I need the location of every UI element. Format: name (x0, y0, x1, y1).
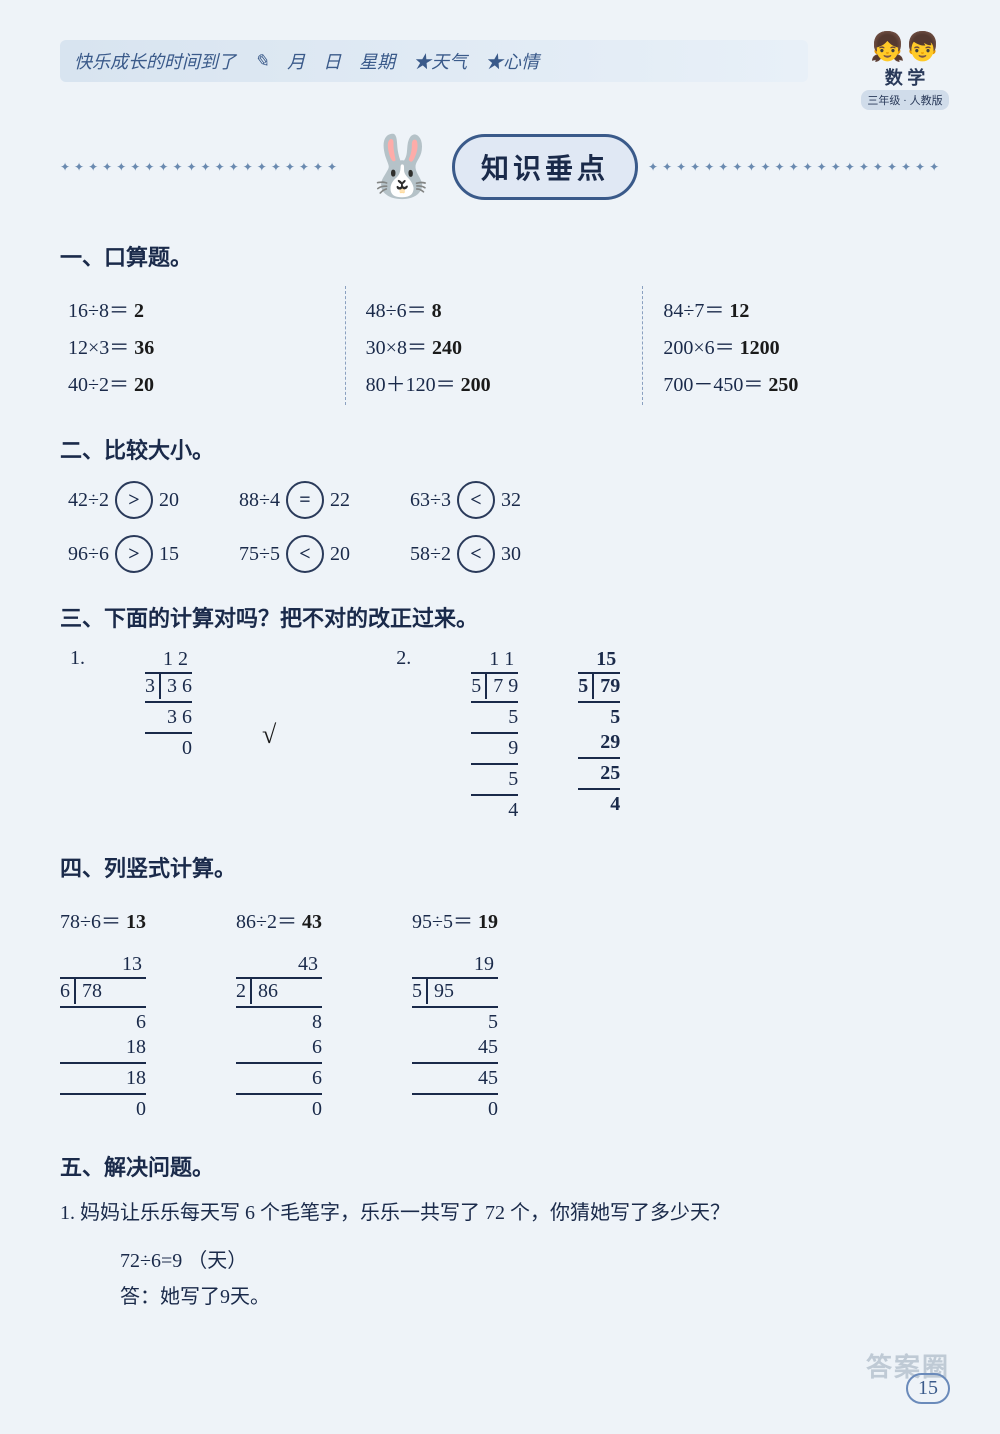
eq: 84÷7＝ 12 (663, 294, 920, 323)
page-number: 15 (906, 1373, 950, 1404)
star-border-left: ✦✦✦✦✦✦✦✦✦✦✦✦✦✦✦✦✦✦✦✦ (60, 160, 352, 175)
cmp-op: = (286, 481, 324, 519)
s4-col3: 95÷5＝ 19 19 595 5 45 45 0 (412, 897, 498, 1122)
title-row: ✦✦✦✦✦✦✦✦✦✦✦✦✦✦✦✦✦✦✦✦ 🐰 知识垂点 ✦✦✦✦✦✦✦✦✦✦✦✦… (60, 122, 940, 212)
q1-text: 1. 妈妈让乐乐每天写 6 个毛笔字，乐乐一共写了 72 个，你猜她写了多少天？ (60, 1196, 940, 1225)
section2-title: 二、比较大小。 (60, 433, 940, 465)
longdiv-p2-correct: 15 579 5 29 25 4 (578, 647, 620, 817)
s1-col1: 16÷8＝ 2 12×3＝ 36 40÷2＝ 20 (60, 286, 345, 405)
subject-label: 数 学 (850, 64, 960, 90)
section1-title: 一、口算题。 (60, 240, 940, 272)
page: 快乐成长的时间到了 ✎ 月 日 星期 ★天气 ★心情 👧👦 数 学 三年级 · … (0, 0, 1000, 1434)
main-title: 知识垂点 (452, 134, 638, 200)
answer-calc: 72÷6=9 （天） (120, 1243, 940, 1279)
p1-label: 1. (70, 647, 85, 670)
cmp: 58÷2<30 (410, 535, 521, 573)
eq: 80＋120＝ 200 (366, 368, 623, 397)
kids-icon: 👧👦 (850, 30, 960, 64)
longdiv: 19 595 5 45 45 0 (412, 952, 498, 1122)
eq: 700－450＝ 250 (663, 368, 920, 397)
cmp-op: < (457, 535, 495, 573)
banner-icon: ✎ (254, 51, 269, 72)
eq: 200×6＝ 1200 (663, 331, 920, 360)
section1-grid: 16÷8＝ 2 12×3＝ 36 40÷2＝ 20 48÷6＝ 8 30×8＝ … (60, 286, 940, 405)
corner-badge: 👧👦 数 学 三年级 · 人教版 (850, 30, 960, 110)
section4-grid: 78÷6＝ 13 13 678 6 18 18 0 86÷2＝ 43 43 28… (60, 897, 940, 1122)
cmp-op: > (115, 481, 153, 519)
cmp: 42÷2>20 (68, 481, 179, 519)
banner-day: 日 (323, 48, 341, 74)
section4-title: 四、列竖式计算。 (60, 851, 940, 883)
banner-text: 快乐成长的时间到了 (74, 48, 236, 74)
section3-title: 三、下面的计算对吗？把不对的改正过来。 (60, 601, 940, 633)
banner-month: 月 (287, 48, 305, 74)
s1-col2: 48÷6＝ 8 30×8＝ 240 80＋120＝ 200 (345, 286, 643, 405)
banner-weather: ★天气 (413, 48, 467, 74)
grade-label: 三年级 · 人教版 (861, 90, 948, 110)
top-banner: 快乐成长的时间到了 ✎ 月 日 星期 ★天气 ★心情 (60, 40, 808, 82)
cmp: 96÷6>15 (68, 535, 179, 573)
eq: 16÷8＝ 2 (68, 294, 325, 323)
longdiv: 13 678 6 18 18 0 (60, 952, 146, 1122)
s3-area: 1. 1 2 33 6 3 6 0 √ 2. 1 1 57 9 5 9 5 4 … (70, 647, 940, 823)
banner-mood: ★心情 (485, 48, 539, 74)
s1-col3: 84÷7＝ 12 200×6＝ 1200 700－450＝ 250 (642, 286, 940, 405)
q1-answer: 72÷6=9 （天） 答：她写了9天。 (120, 1243, 940, 1315)
eq: 30×8＝ 240 (366, 331, 623, 360)
cmp-row2: 96÷6>15 75÷5<20 58÷2<30 (68, 535, 932, 573)
cmp-row1: 42÷2>20 88÷4=22 63÷3<32 (68, 481, 932, 519)
longdiv: 43 286 8 6 6 0 (236, 952, 322, 1122)
rabbit-icon: 🐰 (362, 122, 442, 212)
s4-col2: 86÷2＝ 43 43 286 8 6 6 0 (236, 897, 322, 1122)
longdiv-p1: 1 2 33 6 3 6 0 (145, 647, 192, 761)
eq: 12×3＝ 36 (68, 331, 325, 360)
star-border-right: ✦✦✦✦✦✦✦✦✦✦✦✦✦✦✦✦✦✦✦✦✦✦✦✦✦ (648, 160, 940, 175)
p2-label: 2. (396, 647, 411, 670)
section5-title: 五、解决问题。 (60, 1150, 940, 1182)
cmp-op: < (286, 535, 324, 573)
eq: 40÷2＝ 20 (68, 368, 325, 397)
cmp: 75÷5<20 (239, 535, 350, 573)
eq: 48÷6＝ 8 (366, 294, 623, 323)
cmp: 88÷4=22 (239, 481, 350, 519)
cmp: 63÷3<32 (410, 481, 521, 519)
s4-col1: 78÷6＝ 13 13 678 6 18 18 0 (60, 897, 146, 1122)
longdiv-p2-wrong: 1 1 57 9 5 9 5 4 (471, 647, 518, 823)
cmp-op: < (457, 481, 495, 519)
cmp-op: > (115, 535, 153, 573)
banner-weekday: 星期 (359, 48, 395, 74)
answer-text: 答：她写了9天。 (120, 1279, 940, 1315)
check-mark: √ (262, 720, 276, 750)
